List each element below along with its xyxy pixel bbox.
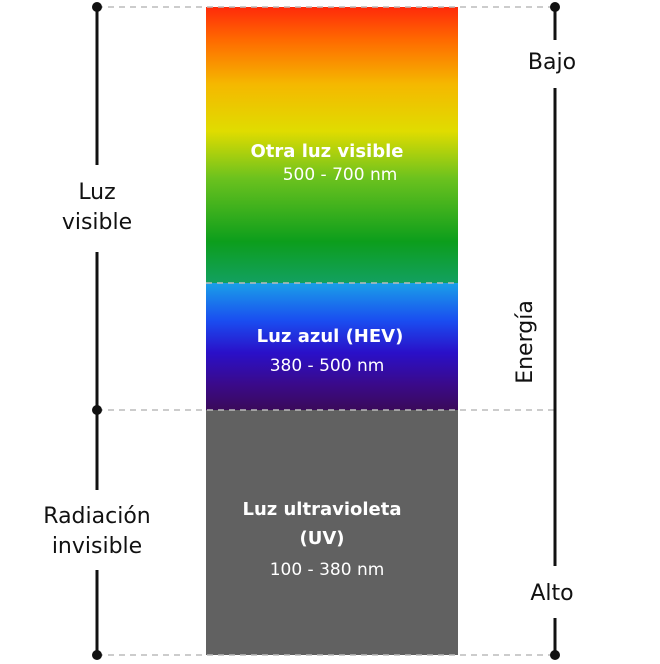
energy-label: Energía	[513, 300, 538, 384]
visible-band	[206, 7, 458, 283]
blue-band	[206, 283, 458, 410]
uv-band	[206, 410, 458, 655]
energy-low: Bajo	[528, 50, 576, 75]
band-title: Luz ultravioleta	[242, 499, 401, 520]
band-range: 500 - 700 nm	[283, 165, 398, 185]
band-title: Otra luz visible	[251, 141, 404, 162]
band-range: 100 - 380 nm	[270, 560, 385, 580]
axis-dot	[92, 2, 102, 12]
left-label: Radiación	[43, 504, 150, 529]
left-label: Luz	[78, 180, 115, 205]
left-label: visible	[62, 210, 132, 235]
left-label: invisible	[52, 534, 142, 559]
band-title: (UV)	[300, 528, 345, 549]
axis-dot	[550, 2, 560, 12]
axis-dot	[550, 650, 560, 660]
axis-dot	[92, 405, 102, 415]
axis-dot	[92, 650, 102, 660]
energy-high: Alto	[530, 581, 573, 606]
band-title: Luz azul (HEV)	[257, 326, 404, 347]
band-range: 380 - 500 nm	[270, 356, 385, 376]
